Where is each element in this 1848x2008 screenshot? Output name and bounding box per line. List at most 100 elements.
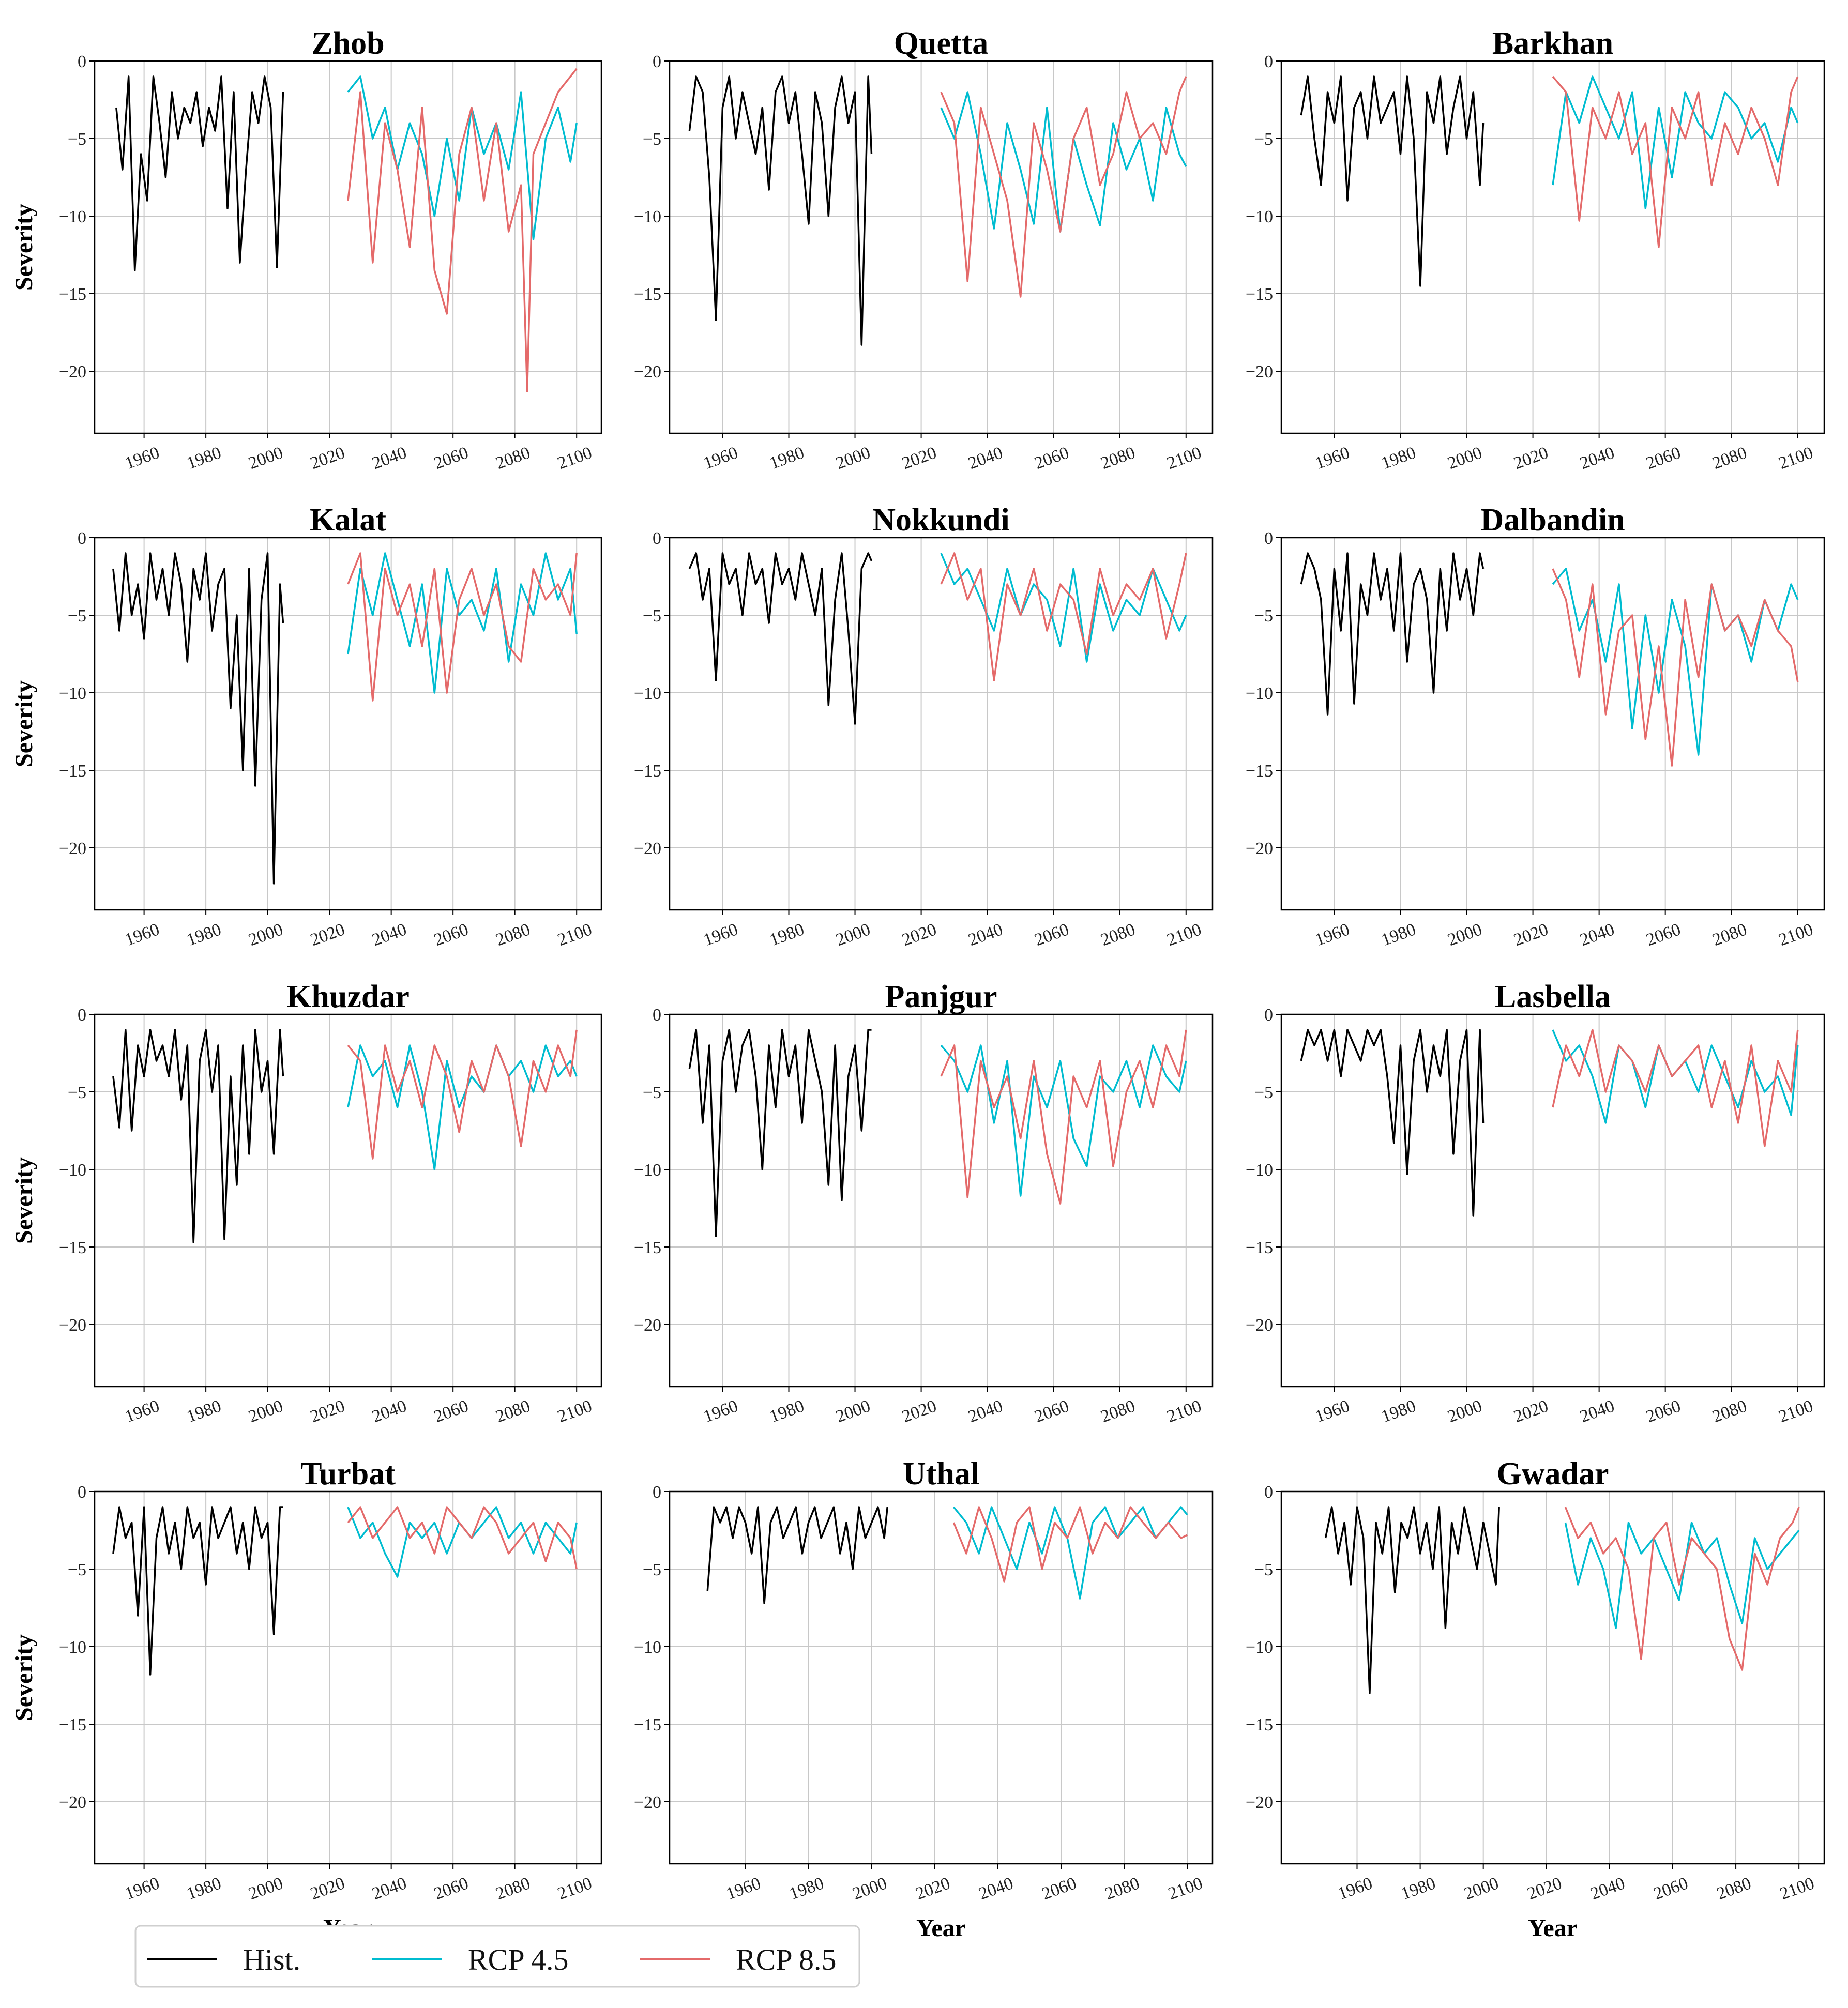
x-tick-label: 2020 <box>308 1396 347 1426</box>
y-tick-label: −15 <box>1246 1238 1273 1257</box>
y-tick-label: −20 <box>1246 839 1273 858</box>
y-tick-label: −15 <box>634 285 661 304</box>
x-tick-label: 2020 <box>1511 1396 1551 1426</box>
plot-frame <box>669 1013 1214 1388</box>
y-tick-label: −15 <box>59 1238 86 1257</box>
y-tick-label: −5 <box>643 1083 661 1102</box>
x-tick-label: 2020 <box>308 443 347 473</box>
series-line <box>1300 1029 1485 1217</box>
series-line <box>706 1506 888 1604</box>
y-tick-label: −20 <box>59 362 86 382</box>
plot-frame <box>1280 1013 1825 1388</box>
x-tick-label: 2080 <box>1710 920 1750 950</box>
series-line <box>1300 75 1485 287</box>
y-tick-label: −20 <box>634 1793 661 1812</box>
plot-frame <box>1280 60 1825 434</box>
x-tick-label: 2100 <box>1777 1874 1817 1904</box>
x-tick-label: 2000 <box>246 443 286 473</box>
legend-label: RCP 8.5 <box>736 1943 836 1976</box>
x-tick-label: 2100 <box>1165 1874 1205 1904</box>
y-tick-label: −5 <box>1254 1560 1273 1579</box>
y-tick-label: −15 <box>59 1715 86 1735</box>
x-tick-label: 2040 <box>976 1874 1016 1904</box>
x-tick-label: 2060 <box>1651 1874 1691 1904</box>
y-tick-label: −10 <box>634 684 661 703</box>
y-tick-label: −10 <box>59 684 86 703</box>
series-line <box>1324 1506 1500 1694</box>
x-tick-label: 2080 <box>1098 443 1138 473</box>
y-tick-label: −5 <box>1254 1083 1273 1102</box>
series-line <box>688 75 873 346</box>
x-tick-label: 2020 <box>913 1874 953 1904</box>
plot-frame <box>1280 537 1825 911</box>
x-tick-label: 1980 <box>767 1396 807 1426</box>
x-tick-label: 1980 <box>1379 920 1419 950</box>
y-tick-label: −15 <box>59 762 86 781</box>
x-tick-label: 2020 <box>308 1874 347 1904</box>
x-tick-label: 2040 <box>1578 920 1617 950</box>
x-tick-label: 2060 <box>431 1874 471 1904</box>
legend-label: Hist. <box>243 1943 300 1976</box>
panel-title: Uthal <box>903 1456 979 1492</box>
x-tick-label: 2000 <box>1445 443 1485 473</box>
y-tick-label: 0 <box>78 529 86 548</box>
x-tick-label: 2020 <box>1511 920 1551 950</box>
panel-zhob: 0 −5 −10 −15 −20 1960 1980 2000 2020 2040 2060 2080… <box>10 26 602 473</box>
x-tick-label: 2060 <box>1032 1396 1072 1426</box>
y-tick-label: 0 <box>78 1006 86 1025</box>
y-tick-label: −20 <box>1246 1793 1273 1812</box>
plot-frame <box>669 60 1214 434</box>
x-tick-label: 2100 <box>1776 443 1816 473</box>
series-line <box>688 1029 872 1237</box>
x-tick-label: 2000 <box>850 1874 890 1904</box>
panel-nokkundi: 0 −5 −10 −15 −20 1960 1980 2000 2020 2040 2060 2080… <box>634 503 1214 950</box>
x-tick-label: 1980 <box>1379 443 1419 473</box>
y-tick-label: −15 <box>1246 762 1273 781</box>
y-tick-label: −5 <box>68 606 86 626</box>
x-tick-label: 2100 <box>555 1396 595 1426</box>
y-tick-label: −10 <box>1246 207 1273 226</box>
x-tick-label: 2020 <box>1525 1874 1565 1904</box>
x-tick-label: 2060 <box>1032 920 1072 950</box>
x-tick-label: 1980 <box>787 1874 827 1904</box>
y-tick-label: −5 <box>643 130 661 149</box>
x-tick-label: 2060 <box>431 920 471 950</box>
series-line <box>115 75 284 271</box>
y-tick-label: −5 <box>1254 606 1273 626</box>
series-line <box>347 552 578 702</box>
series-line <box>112 552 284 885</box>
x-tick-label: 2000 <box>246 1874 286 1904</box>
panel-quetta: 0 −5 −10 −15 −20 1960 1980 2000 2020 2040 2060 2080… <box>634 26 1214 473</box>
plot-frame <box>94 60 602 434</box>
x-tick-label: 1960 <box>1313 443 1353 473</box>
plot-frame <box>94 1490 602 1865</box>
x-tick-label: 2000 <box>834 920 873 950</box>
x-tick-label: 2000 <box>246 920 286 950</box>
panel-title: Khuzdar <box>286 979 410 1014</box>
series-line <box>347 1029 578 1160</box>
y-tick-label: −10 <box>59 207 86 226</box>
x-tick-label: 1960 <box>1313 1396 1353 1426</box>
x-tick-label: 2020 <box>1511 443 1551 473</box>
y-tick-label: 0 <box>653 1483 661 1502</box>
y-tick-label: −10 <box>1246 1161 1273 1180</box>
y-tick-label: −5 <box>68 1560 86 1579</box>
x-tick-label: 2100 <box>555 443 595 473</box>
panel-dalbandin: 0 −5 −10 −15 −20 1960 1980 2000 2020 2040 2060 2080… <box>1246 503 1825 950</box>
series-line <box>347 75 578 240</box>
y-tick-label: 0 <box>1264 529 1273 548</box>
x-tick-label: 1960 <box>1336 1874 1375 1904</box>
x-tick-label: 2100 <box>555 1874 595 1904</box>
panel-khuzdar: 0 −5 −10 −15 −20 1960 1980 2000 2020 2040 2060 2080… <box>10 979 602 1426</box>
x-tick-label: 1960 <box>1313 920 1353 950</box>
y-tick-label: −10 <box>634 1161 661 1180</box>
y-axis-label: Severity <box>10 204 38 291</box>
panel-title: Gwadar <box>1497 1456 1609 1492</box>
y-tick-label: −10 <box>1246 1638 1273 1657</box>
series-line <box>952 1506 1188 1583</box>
x-tick-label: 1960 <box>123 920 162 950</box>
panel-title: Quetta <box>894 26 989 61</box>
x-tick-label: 2000 <box>834 1396 873 1426</box>
x-axis-label: Year <box>916 1914 966 1942</box>
series-line <box>953 1506 1188 1600</box>
